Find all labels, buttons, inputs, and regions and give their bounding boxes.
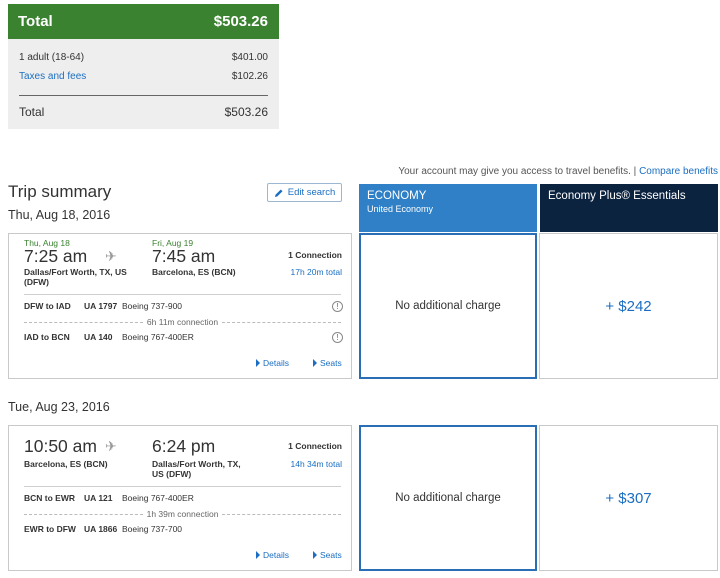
triangle-right-icon — [313, 359, 317, 367]
fare-plus-title: Economy Plus® Essentials — [548, 190, 686, 202]
price-divider — [19, 95, 268, 96]
flight-card: 10:50 am ✈ 6:24 pm Barcelona, ES (BCN) D… — [8, 425, 352, 571]
arrival-city-line1: Dallas/Fort Worth, TX, — [152, 459, 241, 469]
price-row-amount: $102.26 — [231, 71, 268, 82]
segment-aircraft: Boeing 767-400ER — [122, 493, 194, 503]
fare-economy-option[interactable]: No additional charge — [359, 425, 537, 571]
trip-summary-title: Trip summary — [8, 182, 112, 201]
arrival-city-line2: US (DFW) — [152, 469, 192, 479]
economy-plus-price: + $242 — [605, 297, 652, 315]
info-icon[interactable]: ! — [332, 301, 343, 312]
seats-label: Seats — [320, 358, 342, 368]
price-total-amount: $503.26 — [224, 105, 268, 119]
fare-economy-plus-option[interactable]: + $307 — [539, 425, 718, 571]
dashed-line — [24, 513, 143, 515]
segment-route: BCN to EWR — [24, 493, 75, 503]
segment-row: DFW to IAD UA 1797 Boeing 737-900 — [24, 301, 182, 311]
fare-economy-option[interactable]: No additional charge — [359, 233, 537, 379]
benefits-text: Your account may give you access to trav… — [398, 166, 637, 177]
segment-flight: UA 1797 — [84, 301, 118, 311]
segment-aircraft: Boeing 737-900 — [122, 301, 183, 311]
departure-city: Dallas/Fort Worth, TX, US (DFW) — [24, 267, 127, 287]
edit-search-label: Edit search — [287, 187, 336, 198]
departure-day: Thu, Aug 18 — [24, 238, 70, 248]
segment-route: EWR to DFW — [24, 524, 76, 534]
connections-count: 1 Connection — [288, 441, 342, 451]
arrival-city: Dallas/Fort Worth, TX, US (DFW) — [152, 459, 241, 479]
details-link[interactable]: Details — [256, 550, 289, 560]
seats-label: Seats — [320, 550, 342, 560]
arrival-city: Barcelona, ES (BCN) — [152, 267, 236, 277]
airplane-icon: ✈ — [105, 438, 117, 454]
trip-duration: 17h 20m total — [290, 267, 342, 277]
price-row-adult: 1 adult (18-64) $401.00 — [19, 52, 268, 63]
triangle-right-icon — [256, 551, 260, 559]
segment-route: IAD to BCN — [24, 332, 70, 342]
price-total-label: Total — [19, 105, 45, 119]
flight-card: Thu, Aug 18 7:25 am ✈ Fri, Aug 19 7:45 a… — [8, 233, 352, 379]
fare-economy-plus-option[interactable]: + $242 — [539, 233, 718, 379]
segment-flight: UA 121 — [84, 493, 113, 503]
details-label: Details — [263, 550, 289, 560]
departure-city: Barcelona, ES (BCN) — [24, 459, 108, 469]
price-header-amount: $503.26 — [213, 13, 268, 30]
departure-time: 10:50 am — [24, 436, 97, 456]
arrival-time: 6:24 pm — [152, 436, 216, 456]
segment-row: IAD to BCN UA 140 Boeing 767-400ER — [24, 332, 194, 342]
price-row-label: 1 adult (18-64) — [19, 52, 85, 63]
info-icon[interactable]: ! — [332, 332, 343, 343]
triangle-right-icon — [313, 551, 317, 559]
economy-price: No additional charge — [395, 300, 501, 312]
segment-route: DFW to IAD — [24, 301, 71, 311]
fare-economy-subtitle: United Economy — [367, 204, 434, 214]
fare-economy-title: ECONOMY — [367, 190, 427, 202]
seats-link[interactable]: Seats — [313, 550, 342, 560]
economy-plus-price: + $307 — [605, 489, 652, 507]
flight-date: Thu, Aug 18, 2016 — [8, 208, 111, 222]
segment-aircraft: Boeing 737-700 — [122, 524, 183, 534]
layover-text: 1h 39m connection — [146, 509, 219, 519]
segment-flight: UA 140 — [84, 332, 113, 342]
dashed-line — [24, 321, 143, 323]
departure-time: 7:25 am — [24, 246, 88, 266]
segment-row: BCN to EWR UA 121 Boeing 767-400ER — [24, 493, 194, 503]
arrival-time: 7:45 am — [152, 246, 216, 266]
details-link[interactable]: Details — [256, 358, 289, 368]
arrival-day: Fri, Aug 19 — [152, 238, 194, 248]
dashed-line — [222, 513, 342, 515]
seats-link[interactable]: Seats — [313, 358, 342, 368]
segment-flight: UA 1866 — [84, 524, 118, 534]
divider — [24, 294, 341, 295]
price-row-amount: $401.00 — [231, 52, 268, 63]
segment-row: EWR to DFW UA 1866 Boeing 737-700 — [24, 524, 182, 534]
segment-aircraft: Boeing 767-400ER — [122, 332, 194, 342]
pencil-icon — [274, 189, 283, 197]
price-header: Total $503.26 — [8, 4, 279, 39]
departure-city-line2: (DFW) — [24, 277, 50, 287]
departure-city-line1: Dallas/Fort Worth, TX, US — [24, 267, 127, 277]
divider — [24, 486, 341, 487]
connections-count: 1 Connection — [288, 250, 342, 260]
trip-duration: 14h 34m total — [290, 459, 342, 469]
fare-header-economy[interactable]: ECONOMY United Economy — [359, 184, 537, 232]
flight-date: Tue, Aug 23, 2016 — [8, 400, 110, 414]
airplane-icon: ✈ — [105, 248, 117, 264]
compare-benefits-link[interactable]: Compare benefits — [639, 166, 718, 177]
benefits-note: Your account may give you access to trav… — [398, 166, 718, 177]
economy-price: No additional charge — [395, 492, 501, 504]
layover: 1h 39m connection — [24, 509, 342, 519]
fare-header-economy-plus[interactable]: Economy Plus® Essentials — [540, 184, 718, 232]
price-header-label: Total — [18, 13, 53, 30]
price-row-taxes: Taxes and fees $102.26 — [19, 71, 268, 82]
price-total: Total $503.26 — [19, 105, 268, 119]
dashed-line — [222, 321, 342, 323]
price-summary: Total $503.26 1 adult (18-64) $401.00 Ta… — [8, 4, 279, 129]
taxes-fees-link[interactable]: Taxes and fees — [19, 71, 87, 82]
layover: 6h 11m connection — [24, 317, 342, 327]
triangle-right-icon — [256, 359, 260, 367]
layover-text: 6h 11m connection — [146, 317, 219, 327]
details-label: Details — [263, 358, 289, 368]
edit-search-button[interactable]: Edit search — [267, 183, 342, 202]
